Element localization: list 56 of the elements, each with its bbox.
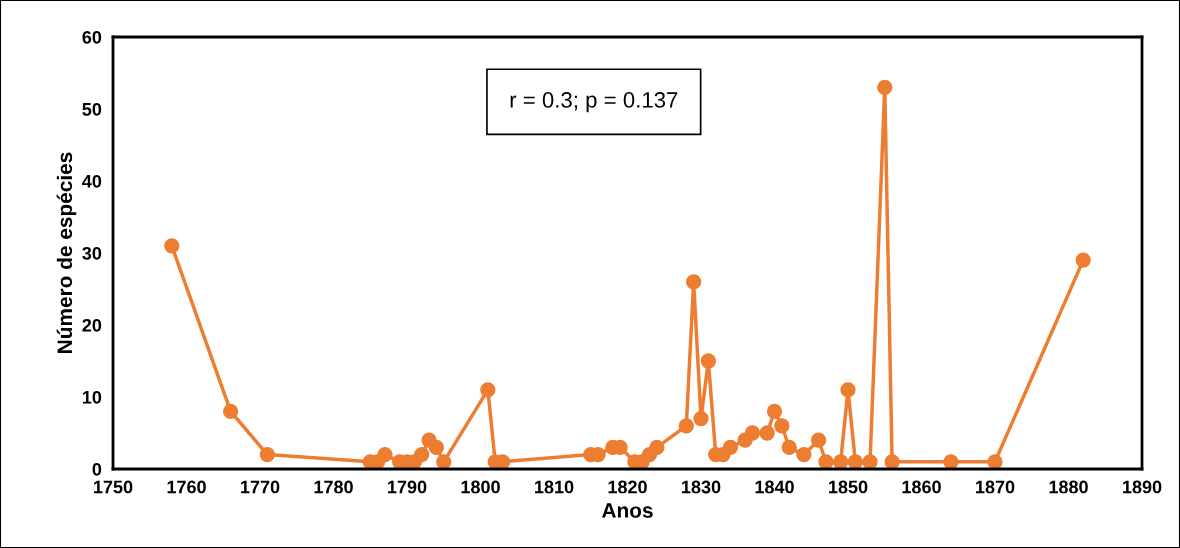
point [700,353,716,369]
x-tick-label: 1830 [682,480,721,494]
point [1075,252,1091,268]
x-tick-label: 1840 [755,480,794,494]
point [480,382,496,398]
point [796,446,812,463]
point [649,439,665,456]
point [686,274,702,290]
point [744,425,761,441]
point [164,238,180,254]
x-tick-label: 1860 [902,480,941,494]
point [678,418,694,434]
x-tick-label: 1750 [94,480,133,494]
x-tick-label: 1880 [1049,480,1088,494]
x-tick-label: 1790 [388,480,427,494]
y-tick-label: 40 [82,174,102,188]
y-tick-label: 0 [92,462,102,476]
point [759,425,775,441]
point [818,454,834,469]
point [847,454,863,469]
y-axis-title: Número de espécies [56,152,77,353]
x-tick-label: 1810 [535,480,574,494]
point [884,454,900,469]
point [862,454,878,469]
y-tick-label: 60 [82,30,102,44]
point [774,418,790,434]
x-tick-label: 1800 [461,480,500,494]
y-tick-label: 20 [82,318,102,332]
point [781,439,797,456]
annotation: r = 0.3; p = 0.137 [510,92,678,113]
x-tick-label: 1820 [608,480,647,494]
point [377,446,393,463]
point [436,454,452,469]
point [943,454,959,469]
x-tick-label: 1850 [829,480,868,494]
point [877,79,893,96]
x-tick-label: 1760 [167,480,206,494]
point [722,439,739,456]
y-tick-label: 10 [82,390,102,404]
x-axis-title: Anos [601,503,653,518]
y-tick-label: 30 [82,246,102,260]
point [833,454,849,469]
point [414,446,430,463]
point [222,403,239,420]
point [840,382,856,398]
x-tick-label: 1770 [241,480,280,494]
point [810,432,827,448]
y-tick-label: 50 [82,102,102,116]
x-tick-label: 1780 [314,480,353,494]
point [987,454,1003,469]
point [428,439,445,456]
point [259,446,275,463]
x-tick-label: 1890 [1123,480,1162,494]
x-tick-label: 1870 [976,480,1015,494]
point [766,403,783,420]
point [693,410,709,427]
